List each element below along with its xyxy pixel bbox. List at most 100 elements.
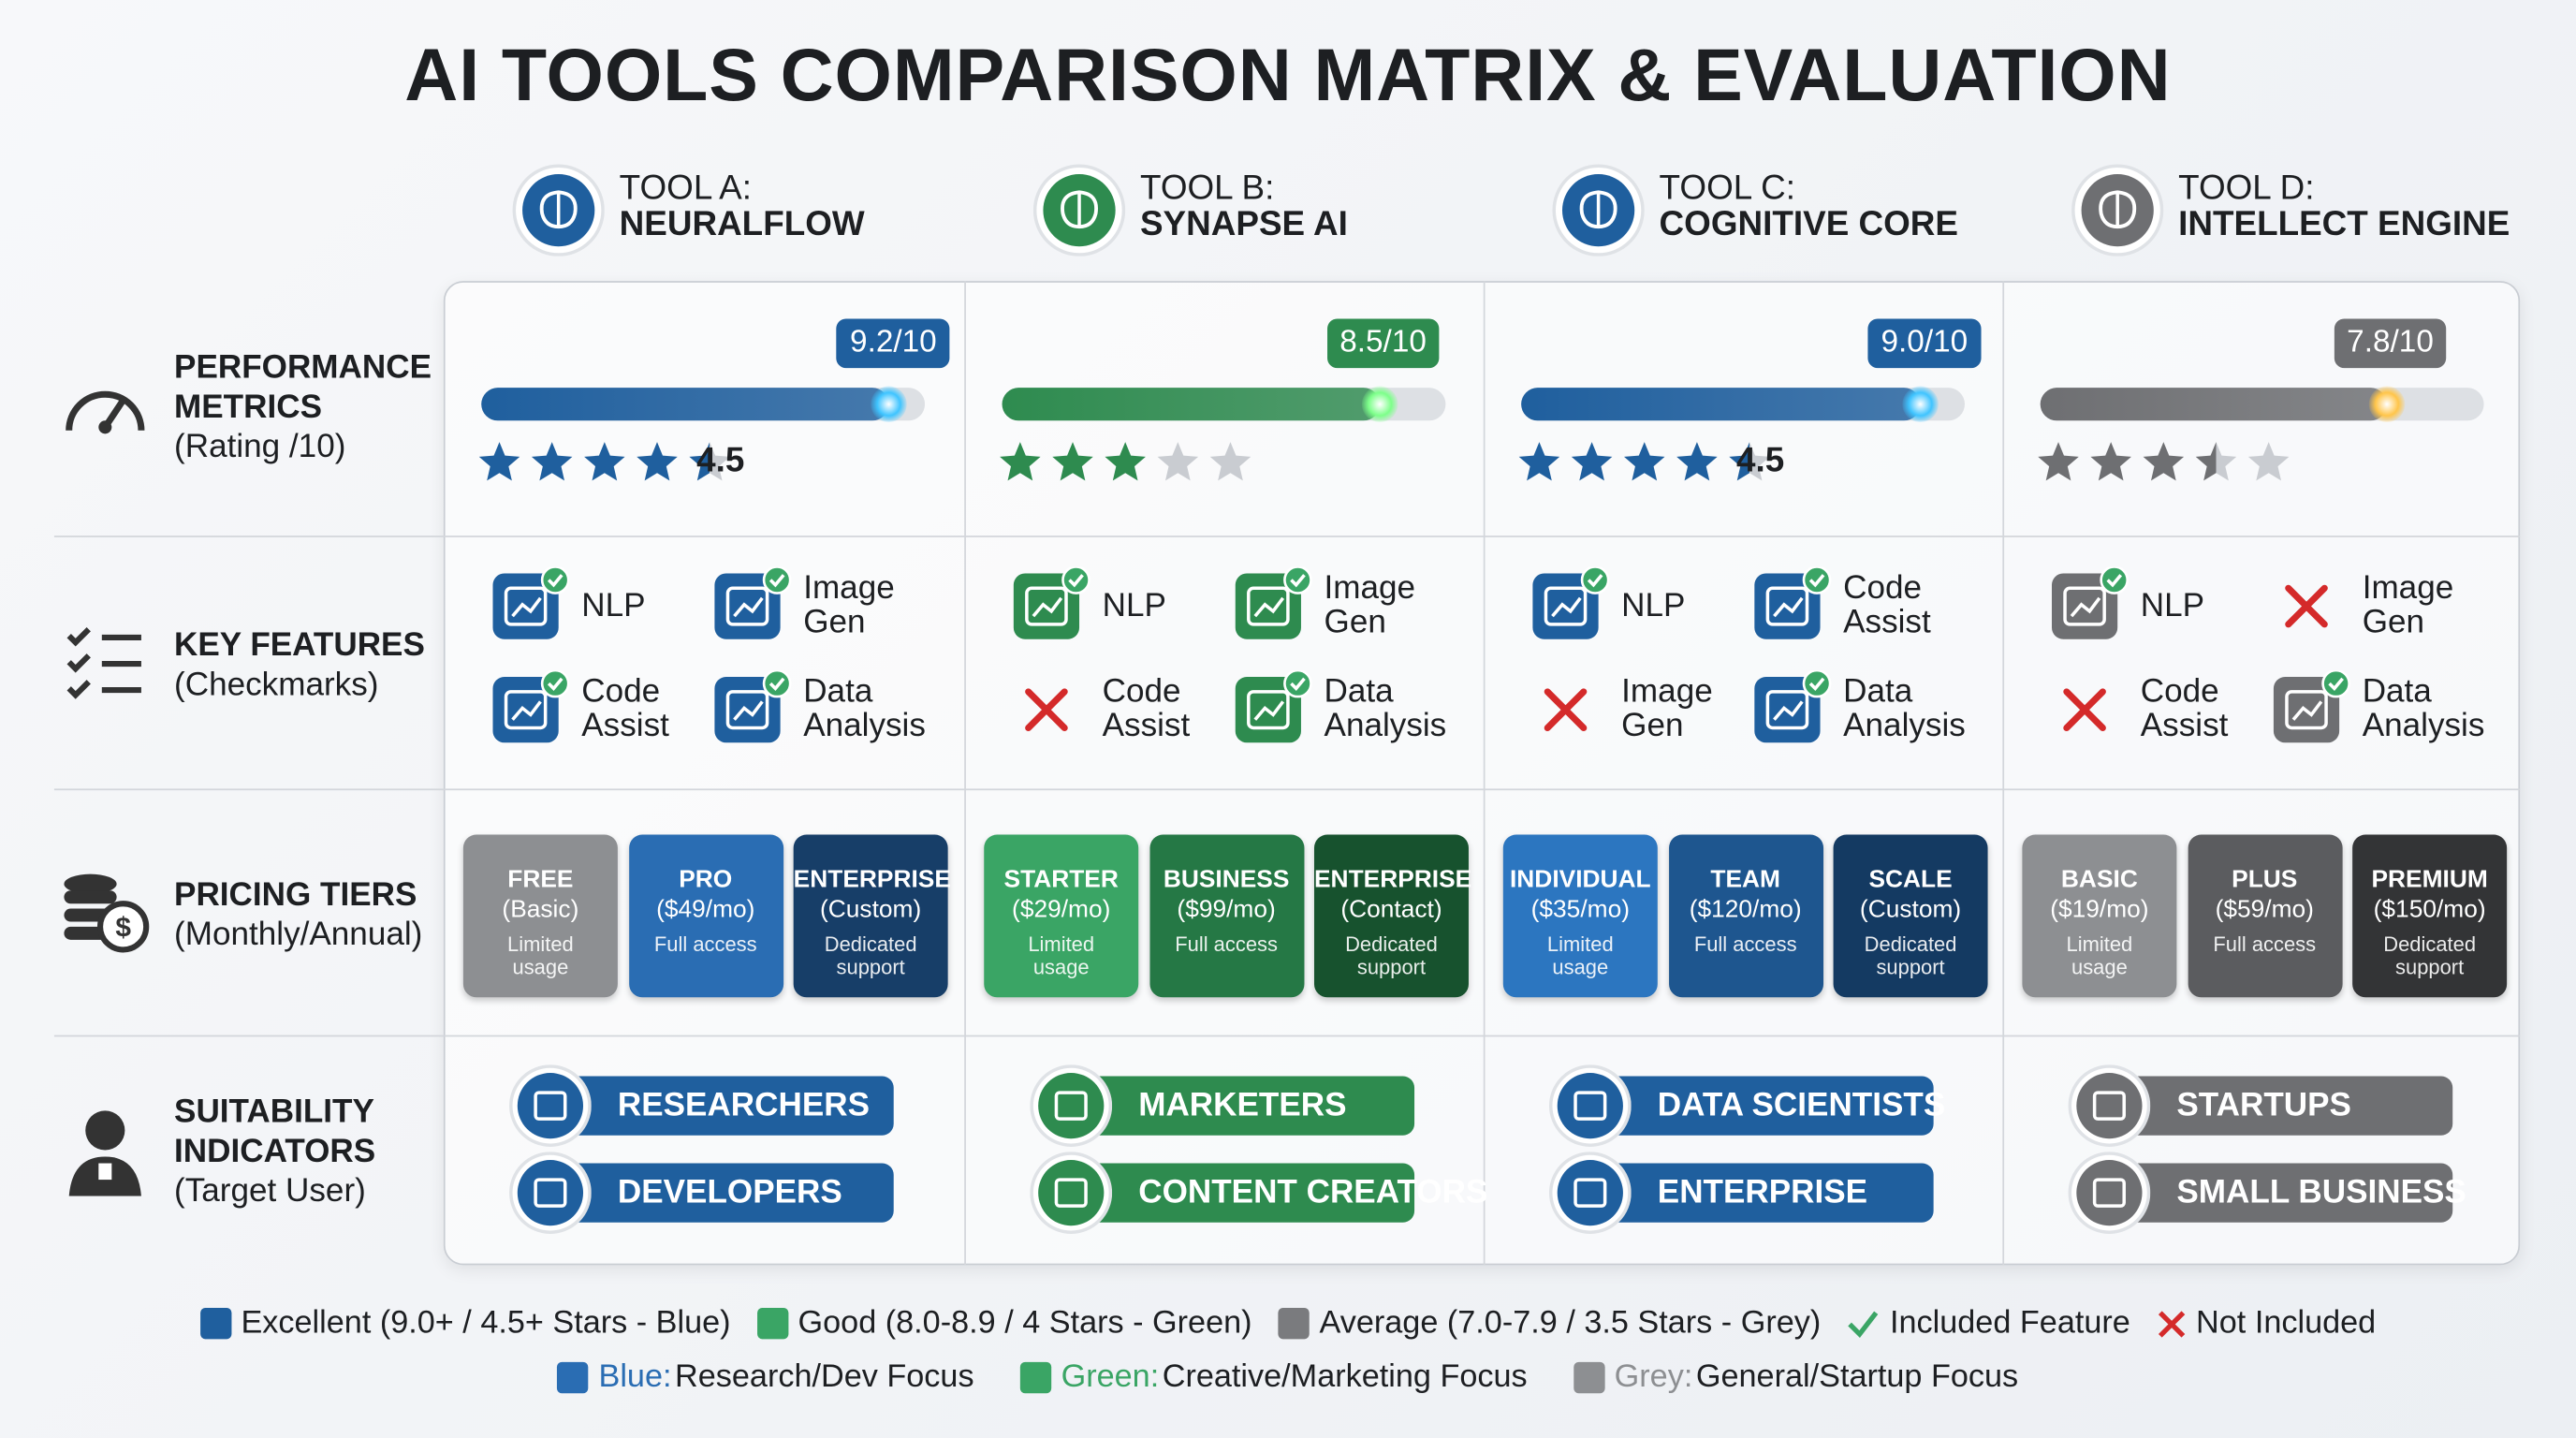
- row-title: KEY FEATURES: [174, 627, 425, 665]
- tier-card: STARTER ($29/mo) Limited usage: [984, 834, 1139, 998]
- user-pill: STARTUPS: [2104, 1076, 2453, 1136]
- feature-name: NLP: [581, 587, 646, 624]
- legend: Excellent (9.0+ / 4.5+ Stars - Blue) Good…: [0, 1304, 2576, 1342]
- legend-swatch: [756, 1307, 788, 1340]
- tier-card: BUSINESS ($99/mo) Full access: [1149, 834, 1304, 998]
- feature-name: Data Analysis: [1843, 673, 1966, 745]
- tier-card: TEAM ($120/mo) Full access: [1668, 834, 1823, 998]
- tool-name: NEURALFLOW: [619, 205, 865, 243]
- rating-bar: [1002, 388, 1380, 421]
- legend-text: Creative/Marketing Focus: [1162, 1358, 1528, 1395]
- star-rating: [1000, 442, 1251, 481]
- legend-swatch: [1019, 1361, 1052, 1394]
- tier-name: SCALE: [1868, 865, 1953, 894]
- tier-card: ENTERPRISE (Contact) Dedicated support: [1314, 834, 1472, 998]
- rating-bar: [481, 388, 890, 421]
- tool-icon: [1552, 164, 1645, 257]
- feature-name: NLP: [1102, 587, 1166, 624]
- feature-icon: [1235, 670, 1312, 743]
- tool-icon: [512, 164, 605, 257]
- feature-name: Code Assist: [1102, 673, 1191, 745]
- legend-cross: [2158, 1310, 2185, 1337]
- tier-card: FREE (Basic) Limited usage: [462, 834, 618, 998]
- tool-label: TOOL D:: [2178, 169, 2315, 208]
- cross-icon: [1025, 688, 1068, 731]
- legend-key: Grey:: [1614, 1358, 1693, 1395]
- tier-price: ($29/mo): [1012, 895, 1111, 924]
- score-badge: 8.5/10: [1326, 318, 1440, 369]
- tier-price: ($150/mo): [2373, 895, 2486, 924]
- tier-price: (Contact): [1340, 895, 1442, 924]
- score-badge: 9.2/10: [836, 318, 950, 369]
- tier-note: Dedicated support: [824, 932, 917, 979]
- tier-card: ENTERPRISE (Custom) Dedicated support: [793, 834, 951, 998]
- star-label: 4.5: [1736, 442, 1785, 480]
- user-icon: [1030, 1152, 1113, 1235]
- tier-price: (Custom): [1859, 895, 1962, 924]
- feature-name: Data Analysis: [2362, 673, 2485, 745]
- tier-note: Full access: [1693, 932, 1797, 957]
- legend-item: Good (8.0-8.9 / 4 Stars - Green): [756, 1304, 1252, 1342]
- tier-note: Limited usage: [1028, 932, 1095, 979]
- user-pill: RESEARCHERS: [545, 1076, 894, 1136]
- tier-note: Full access: [653, 932, 757, 957]
- tier-card: PRO ($49/mo) Full access: [628, 834, 783, 998]
- legend-item: Green: Creative/Marketing Focus: [1019, 1358, 1528, 1396]
- feature-name: Image Gen: [2362, 569, 2454, 641]
- svg-text:$: $: [115, 912, 131, 943]
- tier-price: (Custom): [820, 895, 922, 924]
- star-rating: [478, 442, 730, 481]
- feature-name: Data Analysis: [803, 673, 926, 745]
- user-pill: DEVELOPERS: [545, 1163, 894, 1223]
- tier-note: Limited usage: [507, 932, 574, 979]
- rating-glow: [1361, 386, 1398, 423]
- user-icon: [509, 1152, 592, 1235]
- tier-price: ($99/mo): [1177, 895, 1276, 924]
- tier-note: Dedicated support: [1864, 932, 1957, 979]
- legend-swatch: [199, 1307, 231, 1340]
- user-icon: [1548, 1064, 1632, 1147]
- tier-name: ENTERPRISE: [1314, 865, 1472, 894]
- feature-icon: [492, 566, 570, 639]
- checklist-icon: [66, 626, 141, 699]
- legend-text: Included Feature: [1889, 1304, 2130, 1342]
- feature-icon: [1532, 566, 1610, 639]
- tool-label: TOOL C:: [1659, 169, 1795, 208]
- feature-name: Image Gen: [1324, 569, 1416, 641]
- cross-icon: [2063, 688, 2106, 731]
- tier-card: BASIC ($19/mo) Limited usage: [2022, 834, 2177, 998]
- user-icon: [509, 1064, 592, 1147]
- legend-text: General/Startup Focus: [1695, 1358, 2019, 1395]
- tool-header: TOOL B: SYNAPSE AI: [1139, 169, 1348, 243]
- rating-glow: [871, 386, 908, 423]
- feature-name: NLP: [1621, 587, 1686, 624]
- feature-name: Data Analysis: [1324, 673, 1447, 745]
- row-subtitle: (Monthly/Annual): [174, 917, 423, 953]
- title: AI TOOLS COMPARISON MATRIX & EVALUATION: [404, 33, 2172, 117]
- feature-icon: [2051, 566, 2130, 639]
- tier-price: ($59/mo): [2215, 895, 2314, 924]
- row-header: KEY FEATURES (Checkmarks): [174, 626, 446, 705]
- legend-swatch: [1573, 1361, 1605, 1394]
- tier-price: ($35/mo): [1530, 895, 1630, 924]
- tier-card: INDIVIDUAL ($35/mo) Limited usage: [1502, 834, 1658, 998]
- gauge-icon: [66, 390, 145, 434]
- feature-icon: [1235, 566, 1312, 639]
- legend-swatch: [1278, 1307, 1310, 1340]
- rating-bar: [2040, 388, 2387, 421]
- score-badge: 9.0/10: [1867, 318, 1982, 369]
- feature-name: Image Gen: [1621, 673, 1713, 745]
- cross-icon: [1544, 688, 1588, 731]
- feature-name: Image Gen: [803, 569, 895, 641]
- row-header: PRICING TIERS (Monthly/Annual): [174, 875, 446, 954]
- column-divider: [2002, 281, 2005, 1266]
- tool-name: INTELLECT ENGINE: [2178, 205, 2510, 243]
- user-pill: DATA SCIENTISTS: [1585, 1076, 1945, 1136]
- legend-key: Blue:: [598, 1358, 672, 1395]
- tool-label: TOOL B:: [1139, 169, 1275, 208]
- user-icon: [1030, 1064, 1113, 1147]
- row-header: SUITABILITY INDICATORS (Target User): [174, 1093, 446, 1211]
- rating-glow: [1902, 386, 1939, 423]
- tier-name: BUSINESS: [1163, 865, 1290, 894]
